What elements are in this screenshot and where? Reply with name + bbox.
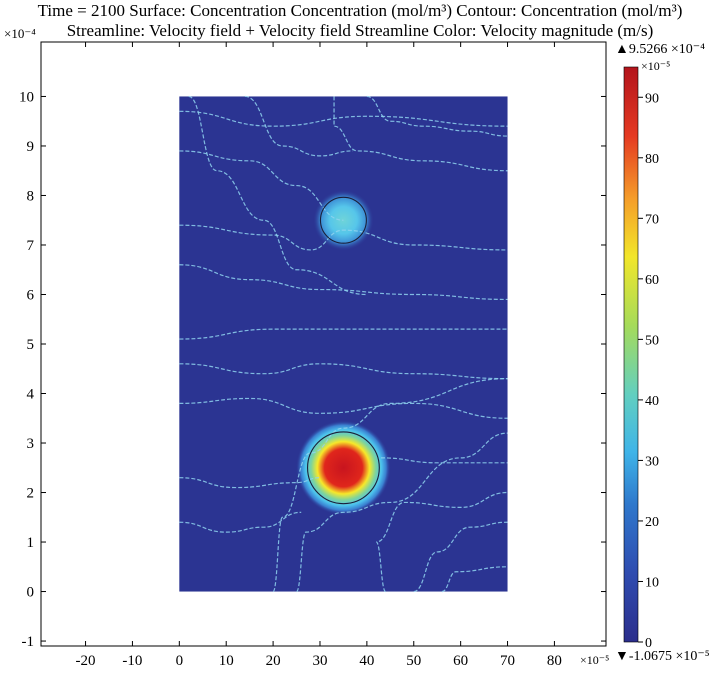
y-tick-label: -1 xyxy=(22,634,35,650)
y-tick-label: 5 xyxy=(27,337,35,353)
contour-lines xyxy=(307,196,380,505)
y-scale-label: ×10⁻⁴ xyxy=(4,26,36,41)
streamline-19 xyxy=(380,457,508,464)
streamline-15 xyxy=(244,95,353,157)
concentration-source-1 xyxy=(295,420,391,516)
colorbar-unit-label: ×10⁻⁵ xyxy=(641,59,670,73)
streamline-16 xyxy=(366,95,508,137)
y-ticks: -1 0 1 2 3 4 5 6 7 8 9 10 xyxy=(19,89,606,650)
contour-ring-2 xyxy=(319,196,367,244)
streamline-11 xyxy=(375,491,508,593)
x-tick-label: 30 xyxy=(312,653,327,669)
x-tick-label: 60 xyxy=(453,653,468,669)
x-scale-label: ×10⁻⁵ xyxy=(580,653,609,667)
colorbar-tick-label: 0 xyxy=(645,636,652,651)
y-tick-label: 9 xyxy=(27,139,35,155)
streamline-1 xyxy=(179,110,508,127)
streamline-2 xyxy=(179,150,344,221)
x-tick-label: 70 xyxy=(500,653,515,669)
x-tick-label: 10 xyxy=(219,653,234,669)
streamline-18 xyxy=(179,511,302,533)
x-tick-label: 0 xyxy=(176,653,184,669)
colorbar-tick-label: 80 xyxy=(645,152,659,167)
colorbar-tick-label: 20 xyxy=(645,515,659,530)
x-tick-label: -20 xyxy=(76,653,96,669)
y-tick-label: 7 xyxy=(27,238,35,254)
streamline-12 xyxy=(413,521,508,593)
x-tick-label: -10 xyxy=(122,653,142,669)
colorbar-ticks: 0 10 20 30 40 50 60 70 80 90 xyxy=(638,91,659,651)
contour-ring-1 xyxy=(307,431,380,505)
streamline-17 xyxy=(179,477,320,489)
concentration-sources xyxy=(295,189,391,516)
chart-title-line2: Streamline: Velocity field + Velocity fi… xyxy=(66,21,654,40)
streamline-6 xyxy=(179,328,508,340)
colorbar-tick-label: 10 xyxy=(645,575,659,590)
colorbar xyxy=(623,66,639,643)
colorbar-tick-label: 40 xyxy=(645,394,659,409)
colorbar-min-label: ▼-1.0675 ×10⁻⁵ xyxy=(615,649,710,664)
x-tick-label: 20 xyxy=(266,653,281,669)
streamline-5 xyxy=(179,264,508,301)
y-tick-label: 2 xyxy=(27,486,35,502)
colorbar-tick-label: 30 xyxy=(645,454,659,469)
y-tick-label: 0 xyxy=(27,585,35,601)
x-tick-label: 80 xyxy=(547,653,562,669)
y-tick-label: 8 xyxy=(27,188,35,204)
colorbar-tick-label: 90 xyxy=(645,91,659,106)
colorbar-tick-label: 60 xyxy=(645,273,659,288)
colorbar-tick-label: 50 xyxy=(645,333,659,348)
y-tick-label: 10 xyxy=(19,89,34,105)
chart-title-line1: Time = 2100 Surface: Concentration Conce… xyxy=(37,1,683,20)
x-tick-label: 40 xyxy=(359,653,374,669)
y-tick-label: 1 xyxy=(27,535,35,551)
domain-surface xyxy=(179,96,508,592)
streamline-3 xyxy=(333,96,508,172)
y-tick-label: 4 xyxy=(27,387,35,403)
streamline-14 xyxy=(188,95,367,296)
colorbar-max-label: ▲9.5266 ×10⁻⁴ xyxy=(615,42,705,57)
streamline-7 xyxy=(179,363,508,380)
concentration-source-2 xyxy=(313,189,374,251)
colorbar-tick-label: 70 xyxy=(645,212,659,227)
x-ticks: -20 -10 0 10 20 30 40 50 60 70 80 xyxy=(76,42,562,669)
streamline-8 xyxy=(179,397,508,419)
y-tick-label: 3 xyxy=(27,436,35,452)
x-tick-label: 50 xyxy=(406,653,421,669)
streamline-13 xyxy=(441,566,508,593)
y-tick-label: 6 xyxy=(27,287,35,303)
